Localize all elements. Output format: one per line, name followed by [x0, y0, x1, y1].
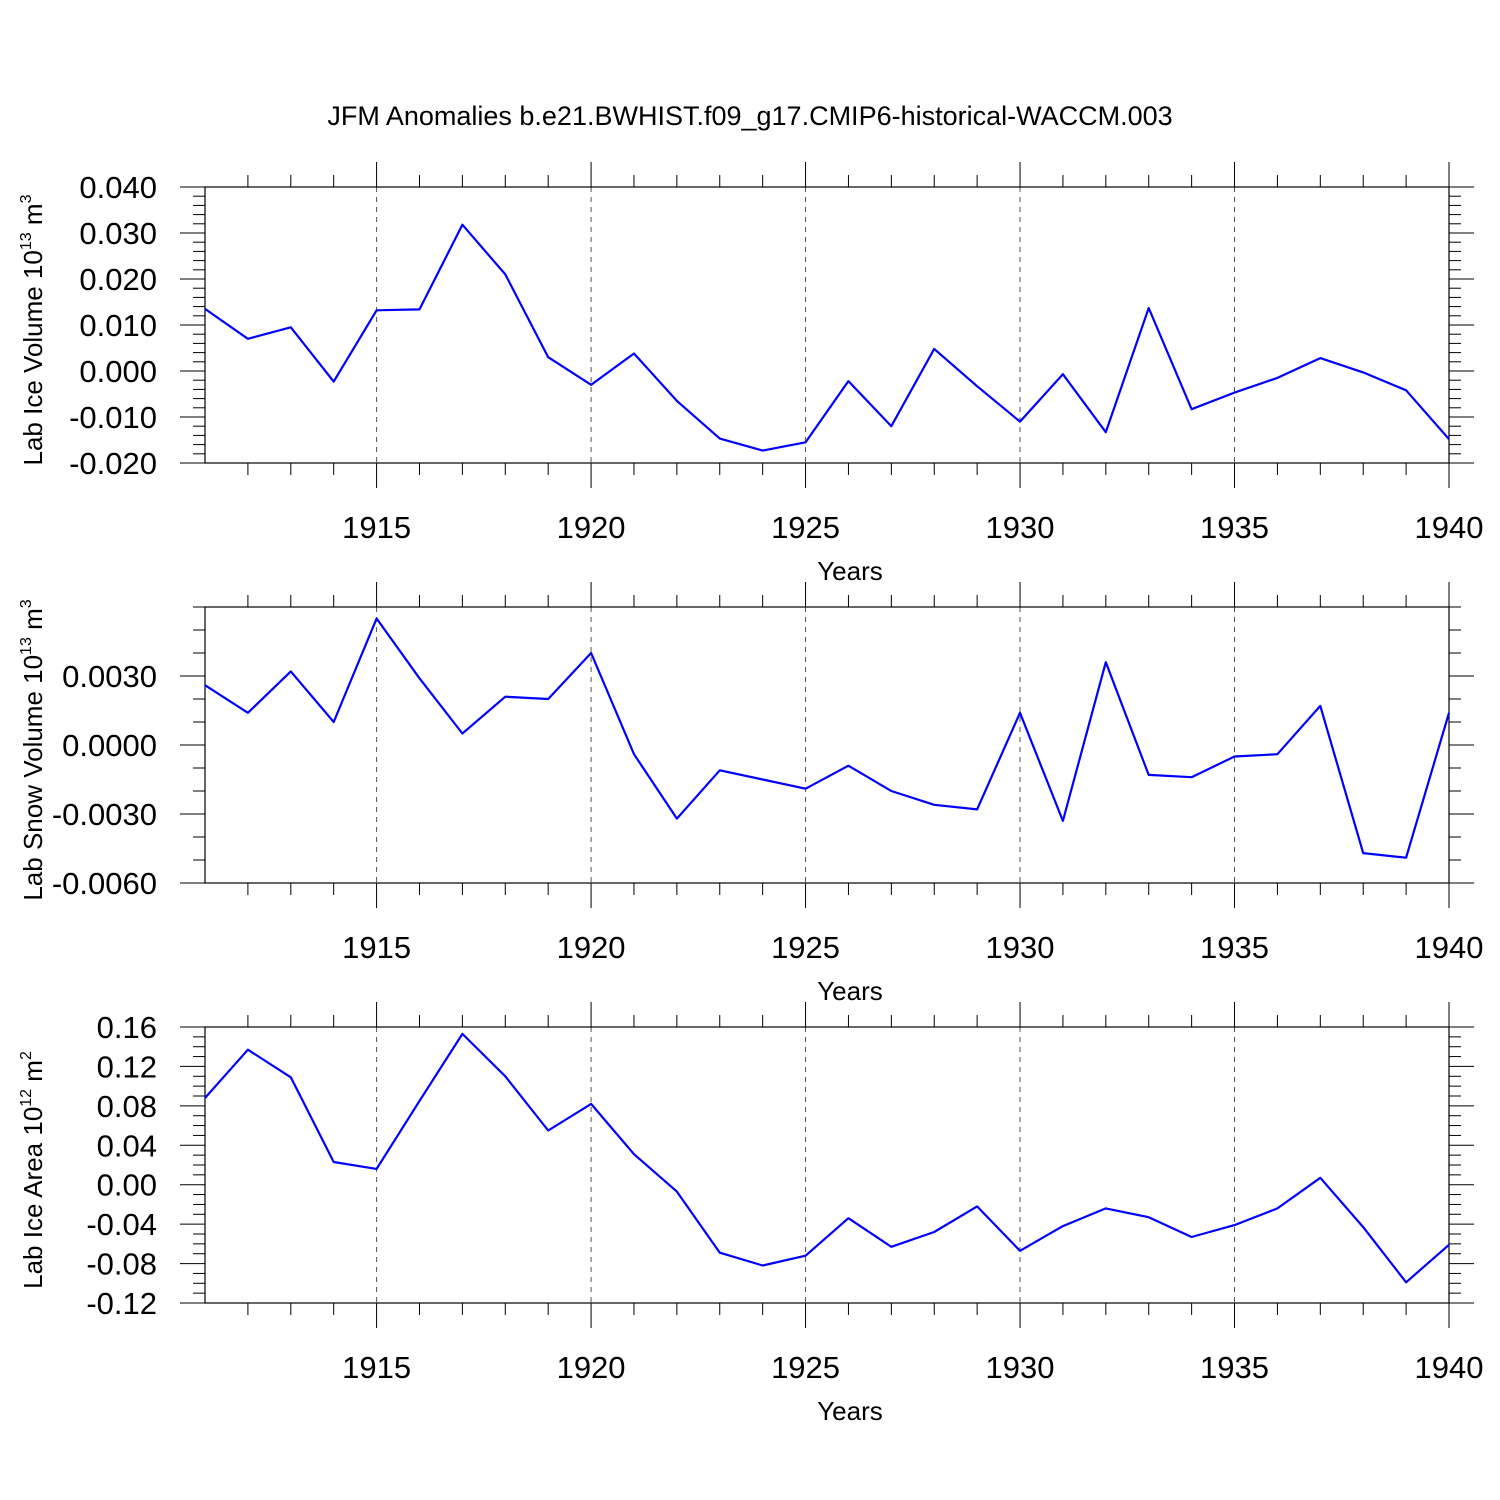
panel-snow-volume: 1915 1920 1925 1930 1935 1940 Years -0.0060 -0.0…: [18, 582, 1483, 1006]
plot-frame: [204, 186, 1450, 464]
x-tick-label: 1915: [342, 1350, 411, 1385]
plot-frame: [204, 606, 1450, 884]
y-tick-label: -0.010: [69, 400, 157, 435]
x-tick-label: 1920: [557, 930, 626, 965]
y-tick-label: -0.0030: [52, 797, 157, 832]
figure-title: JFM Anomalies b.e21.BWHIST.f09_g17.CMIP6…: [327, 101, 1172, 131]
x-tick-label: 1935: [1200, 1350, 1269, 1385]
y-tick-label: 0.0030: [62, 659, 157, 694]
x-tick-label: 1935: [1200, 510, 1269, 545]
x-axis-title: Years: [817, 976, 883, 1006]
y-tick-label: 0.00: [97, 1168, 157, 1203]
x-axis-title: Years: [817, 556, 883, 586]
y-tick-label: 0.020: [79, 262, 157, 297]
plot-frame: [204, 1026, 1450, 1304]
x-tick-label: 1925: [771, 510, 840, 545]
x-tick-label: 1930: [986, 930, 1055, 965]
x-axis-title: Years: [817, 1396, 883, 1426]
y-tick-label: 0.000: [79, 354, 157, 389]
y-tick-label: 0.030: [79, 216, 157, 251]
y-tick-label: 0.0000: [62, 728, 157, 763]
x-tick-label: 1930: [986, 510, 1055, 545]
x-tick-label: 1915: [342, 930, 411, 965]
y-tick-label: 0.08: [97, 1089, 157, 1124]
series-line-snow-volume: [204, 617, 1451, 859]
x-tick-label: 1930: [986, 1350, 1055, 1385]
y-tick-label: -0.12: [86, 1286, 157, 1321]
x-tick-label: 1940: [1415, 1350, 1484, 1385]
x-tick-label: 1920: [557, 1350, 626, 1385]
y-tick-label: 0.010: [79, 308, 157, 343]
y-tick-label: 0.040: [79, 170, 157, 205]
y-tick-label: 0.16: [97, 1010, 157, 1045]
x-tick-label: 1920: [557, 510, 626, 545]
x-tick-label: 1940: [1415, 930, 1484, 965]
y-axis-title: Lab Snow Volume 1013 m3: [18, 599, 48, 900]
y-tick-label: -0.0060: [52, 866, 157, 901]
x-tick-label: 1925: [771, 930, 840, 965]
y-tick-label: -0.04: [86, 1207, 157, 1242]
x-tick-label: 1935: [1200, 930, 1269, 965]
x-tick-label: 1915: [342, 510, 411, 545]
y-tick-label: -0.020: [69, 446, 157, 481]
panels: 1915 1920 1925 1930 1935 1940 Years -0.020 -0.01…: [18, 162, 1483, 1426]
series-line-ice-area: [204, 1032, 1450, 1284]
x-tick-label: 1940: [1415, 510, 1484, 545]
series-line-ice-volume: [204, 223, 1450, 452]
panel-ice-area: 1915 1920 1925 1930 1935 1940 Years -0.12 -0.08 -…: [18, 1002, 1483, 1426]
panel-ice-volume: 1915 1920 1925 1930 1935 1940 Years -0.020 -0.01…: [18, 162, 1483, 586]
x-tick-label: 1925: [771, 1350, 840, 1385]
y-tick-label: -0.08: [86, 1247, 157, 1282]
y-tick-label: 0.12: [97, 1049, 157, 1084]
y-tick-label: 0.04: [97, 1128, 157, 1163]
y-axis-title: Lab Ice Volume 1013 m3: [18, 194, 48, 465]
y-axis-title: Lab Ice Area 1012 m2: [18, 1051, 48, 1289]
